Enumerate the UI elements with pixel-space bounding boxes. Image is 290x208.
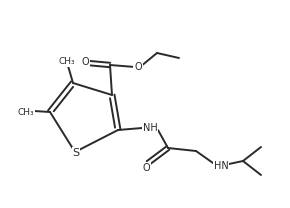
Text: O: O	[142, 163, 150, 173]
Text: NH: NH	[143, 123, 157, 133]
Text: CH₃: CH₃	[59, 57, 75, 66]
Text: O: O	[134, 62, 142, 72]
Text: HN: HN	[214, 161, 229, 171]
Text: O: O	[81, 57, 89, 67]
Text: CH₃: CH₃	[18, 108, 34, 117]
Text: S: S	[72, 148, 79, 158]
